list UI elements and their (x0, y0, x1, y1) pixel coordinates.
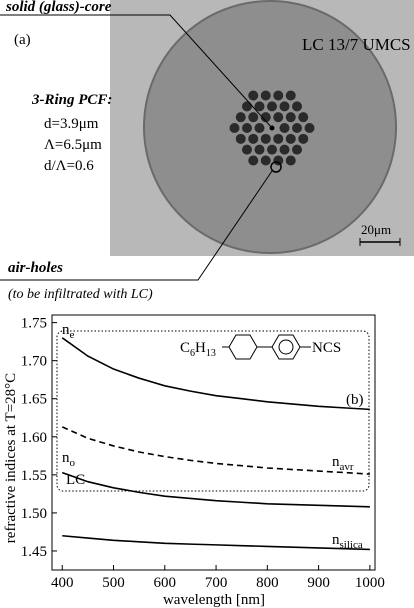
air-hole (255, 123, 265, 133)
benzene-ring-inner (279, 340, 293, 354)
molecule-right: NCS (312, 340, 341, 356)
x-tick-label: 600 (154, 575, 177, 591)
x-tick-label: 900 (307, 575, 330, 591)
y-axis-label: refractive indices at T=28°C (3, 373, 19, 543)
air-hole (267, 145, 277, 155)
series-line (62, 427, 370, 474)
air-hole (280, 145, 290, 155)
scale-label: 20μm (361, 222, 391, 237)
air-hole (261, 134, 271, 144)
sample-label: LC 13/7 UMCS (302, 35, 411, 54)
air-hole (280, 101, 290, 111)
core-dot (270, 126, 275, 131)
air-hole (255, 145, 265, 155)
x-tick-label: 700 (205, 575, 228, 591)
series-subscript: o (70, 457, 76, 469)
series-line (62, 536, 370, 550)
benzene-ring (272, 335, 300, 359)
air-hole (248, 91, 258, 101)
panel-label: (b) (346, 392, 364, 408)
air-hole (298, 134, 308, 144)
air-hole (298, 112, 308, 122)
series-label: no (62, 450, 76, 469)
series-subscript: e (70, 329, 75, 341)
holes-note: (to be infiltrated with LC) (8, 287, 153, 302)
air-hole (230, 123, 240, 133)
y-tick-label: 1.65 (21, 392, 47, 408)
param: d/Λ=0.6 (44, 158, 94, 174)
air-hole (261, 155, 271, 165)
molecule-left: C6H13 (180, 340, 216, 359)
air-hole (305, 123, 315, 133)
x-tick-label: 1000 (355, 575, 385, 591)
air-hole (292, 145, 302, 155)
y-tick-label: 1.45 (21, 544, 47, 560)
air-hole (286, 155, 296, 165)
air-hole (280, 123, 290, 133)
figure: solid (glass)-core (a) LC 13/7 UMCS 3-Ri… (0, 0, 414, 608)
air-hole (248, 134, 258, 144)
air-hole (292, 123, 302, 133)
air-hole (248, 112, 258, 122)
y-tick-label: 1.50 (21, 506, 47, 522)
air-hole (286, 91, 296, 101)
param: d=3.9μm (44, 116, 99, 132)
series-subscript: avr (340, 461, 354, 473)
x-tick-label: 500 (102, 575, 125, 591)
air-hole (286, 134, 296, 144)
param: Λ=6.5μm (44, 137, 102, 153)
series-subscript: silica (340, 539, 363, 551)
air-hole (236, 112, 246, 122)
air-hole (248, 155, 258, 165)
series-line (62, 473, 370, 507)
series-label: navr (332, 454, 354, 473)
air-hole (242, 101, 252, 111)
y-tick-label: 1.75 (21, 316, 47, 332)
air-hole (286, 112, 296, 122)
y-tick-label: 1.60 (21, 430, 47, 446)
air-hole (242, 123, 252, 133)
x-axis-label: wavelength [nm] (163, 592, 265, 608)
panel-label: (a) (14, 32, 31, 48)
x-tick-label: 400 (51, 575, 74, 591)
air-hole (273, 91, 283, 101)
core-label: solid (glass)-core (5, 0, 112, 15)
cyclohexane-ring (229, 335, 257, 359)
air-hole (292, 101, 302, 111)
air-hole (273, 134, 283, 144)
pcf-title: 3-Ring PCF: (31, 92, 112, 108)
holes-label: air-holes (8, 260, 63, 276)
y-tick-label: 1.55 (21, 468, 47, 484)
air-hole (236, 134, 246, 144)
air-hole (267, 101, 277, 111)
y-tick-label: 1.70 (21, 354, 47, 370)
x-tick-label: 800 (256, 575, 279, 591)
air-hole (242, 145, 252, 155)
air-hole (273, 155, 283, 165)
air-hole (273, 112, 283, 122)
air-hole (261, 91, 271, 101)
